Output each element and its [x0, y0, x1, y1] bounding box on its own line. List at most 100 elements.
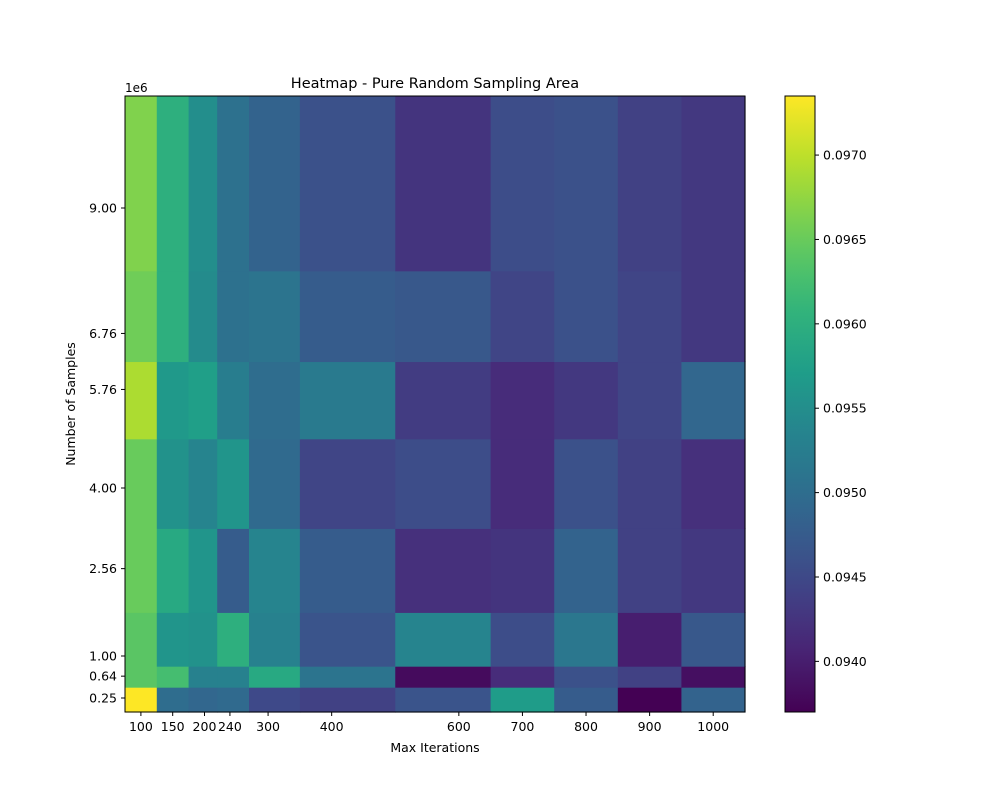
- heatmap-cell: [156, 96, 190, 272]
- heatmap-cell: [299, 438, 396, 529]
- heatmap-cell: [249, 666, 301, 688]
- y-tick-label: 2.56: [89, 561, 117, 576]
- heatmap-cell: [554, 270, 619, 363]
- heatmap-cell: [299, 666, 396, 688]
- heatmap-cell: [188, 612, 218, 667]
- heatmap-cell: [188, 438, 218, 529]
- heatmap-cell: [188, 270, 218, 363]
- heatmap-cell: [156, 361, 190, 440]
- colorbar-gradient: [785, 96, 815, 712]
- heatmap-cell: [490, 96, 555, 272]
- heatmap-cell: [125, 96, 158, 272]
- y-tick-label: 4.00: [89, 481, 117, 496]
- heatmap-cell: [217, 687, 250, 713]
- heatmap-cell: [554, 666, 619, 688]
- heatmap-cell: [617, 270, 683, 363]
- y-tick-label: 1.00: [89, 649, 117, 664]
- heatmap-cell: [681, 612, 746, 667]
- heatmap-cell: [156, 438, 190, 529]
- heatmap-cell: [125, 612, 158, 667]
- heatmap-cell: [188, 361, 218, 440]
- x-tick-label: 600: [447, 719, 471, 734]
- y-axis-scale-label: 1e6: [125, 81, 148, 95]
- colorbar-ticks: 0.0940 0.0945 0.0950 0.0955 0.0960 0.0965 0.09…: [815, 148, 867, 669]
- y-tick-label: 9.00: [89, 201, 117, 216]
- heatmap-cell: [217, 612, 250, 667]
- x-axis-ticks: 100 150 200 240 300 400 600 700 800 900 1000: [129, 712, 729, 734]
- heatmap-cell: [125, 361, 158, 440]
- heatmap-cells: [125, 96, 746, 713]
- heatmap-cell: [249, 687, 301, 713]
- heatmap-cell: [125, 438, 158, 529]
- y-axis-ticks: 0.25 0.64 1.00 2.56 4.00 5.76 6.76 9.00: [89, 201, 125, 706]
- heatmap-cell: [617, 687, 683, 713]
- x-axis-label: Max Iterations: [390, 740, 479, 755]
- heatmap-cell: [217, 270, 250, 363]
- y-tick-label: 5.76: [89, 382, 117, 397]
- y-axis-label: Number of Samples: [63, 342, 78, 466]
- heatmap-cell: [299, 270, 396, 363]
- heatmap-cell: [617, 361, 683, 440]
- heatmap-cell: [125, 666, 158, 688]
- x-tick-label: 100: [129, 719, 153, 734]
- x-tick-label: 800: [574, 719, 598, 734]
- heatmap-cell: [299, 96, 396, 272]
- heatmap-cell: [217, 96, 250, 272]
- heatmap-cell: [395, 687, 492, 713]
- heatmap-cell: [249, 528, 301, 613]
- heatmap-cell: [395, 438, 492, 529]
- heatmap-cell: [156, 612, 190, 667]
- x-tick-label: 200: [193, 719, 217, 734]
- heatmap-cell: [217, 666, 250, 688]
- heatmap-cell: [490, 361, 555, 440]
- heatmap-cell: [156, 528, 190, 613]
- heatmap-cell: [617, 528, 683, 613]
- x-tick-label: 300: [256, 719, 280, 734]
- heatmap-cell: [681, 96, 746, 272]
- colorbar-tick-label: 0.0950: [823, 485, 867, 500]
- heatmap-cell: [681, 666, 746, 688]
- heatmap-cell: [249, 612, 301, 667]
- heatmap-cell: [395, 270, 492, 363]
- heatmap-cell: [156, 687, 190, 713]
- heatmap-cell: [490, 612, 555, 667]
- heatmap-cell: [188, 666, 218, 688]
- heatmap-cell: [217, 438, 250, 529]
- heatmap-cell: [299, 528, 396, 613]
- heatmap-cell: [681, 361, 746, 440]
- heatmap-cell: [395, 666, 492, 688]
- heatmap-cell: [299, 361, 396, 440]
- heatmap-cell: [554, 687, 619, 713]
- x-tick-label: 700: [511, 719, 535, 734]
- x-tick-label: 1000: [697, 719, 729, 734]
- plot-frame: [124, 95, 746, 713]
- heatmap-cell: [554, 361, 619, 440]
- heatmap-cell: [125, 270, 158, 363]
- x-tick-label: 240: [218, 719, 242, 734]
- heatmap-cell: [554, 438, 619, 529]
- heatmap-cell: [490, 438, 555, 529]
- heatmap-cell: [490, 687, 555, 713]
- heatmap-cell: [188, 687, 218, 713]
- heatmap-cell: [299, 612, 396, 667]
- colorbar-tick-label: 0.0955: [823, 401, 867, 416]
- heatmap-cell: [681, 270, 746, 363]
- heatmap-cell: [554, 96, 619, 272]
- chart-title: Heatmap - Pure Random Sampling Area: [291, 76, 579, 92]
- colorbar: [784, 95, 816, 713]
- heatmap-cell: [617, 438, 683, 529]
- colorbar-tick-label: 0.0940: [823, 654, 867, 669]
- heatmap-cell: [395, 96, 492, 272]
- heatmap-cell: [681, 438, 746, 529]
- heatmap-cell: [188, 528, 218, 613]
- x-tick-label: 150: [161, 719, 185, 734]
- heatmap-cell: [249, 361, 301, 440]
- heatmap-cell: [125, 528, 158, 613]
- heatmap-cell: [617, 96, 683, 272]
- y-tick-label: 0.25: [89, 691, 117, 706]
- heatmap-cell: [617, 666, 683, 688]
- heatmap-cell: [554, 528, 619, 613]
- heatmap-cell: [249, 96, 301, 272]
- heatmap-cell: [217, 528, 250, 613]
